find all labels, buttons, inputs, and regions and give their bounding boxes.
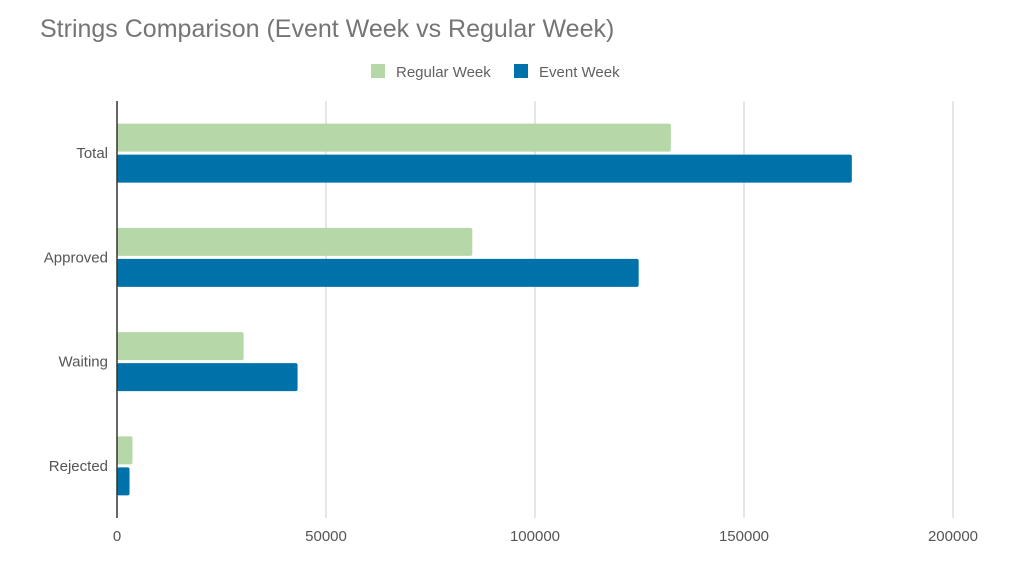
bar-approved-regular-week: [117, 227, 473, 256]
category-label-rejected: Rejected: [49, 458, 108, 475]
bar-approved-event-week: [117, 258, 639, 287]
legend-swatch-regular-week: [371, 64, 385, 78]
bar-total-regular-week: [117, 123, 671, 152]
x-tick-labels: 0 50000 100000 150000 200000: [113, 528, 978, 545]
bar-waiting-regular-week: [117, 332, 244, 361]
bars: [117, 123, 852, 496]
bar-total-event-week: [117, 154, 852, 183]
bar-rejected-regular-week: [117, 436, 133, 465]
x-tick-label-200000: 200000: [928, 528, 978, 545]
category-label-total: Total: [76, 145, 108, 162]
chart-title: Strings Comparison (Event Week vs Regula…: [40, 15, 614, 43]
x-tick-label-50000: 50000: [305, 528, 347, 545]
category-label-waiting: Waiting: [59, 354, 108, 371]
x-tick-label-0: 0: [113, 528, 121, 545]
bar-rejected-event-week: [117, 467, 130, 496]
legend-label-regular-week: Regular Week: [396, 64, 491, 81]
category-label-approved: Approved: [44, 249, 108, 266]
legend: Regular Week Event Week: [371, 64, 620, 81]
legend-swatch-event-week: [514, 64, 528, 78]
bar-waiting-event-week: [117, 363, 298, 392]
x-tick-label-150000: 150000: [719, 528, 769, 545]
legend-label-event-week: Event Week: [539, 64, 620, 81]
category-labels: Total Approved Waiting Rejected: [44, 145, 108, 475]
x-tick-label-100000: 100000: [510, 528, 560, 545]
